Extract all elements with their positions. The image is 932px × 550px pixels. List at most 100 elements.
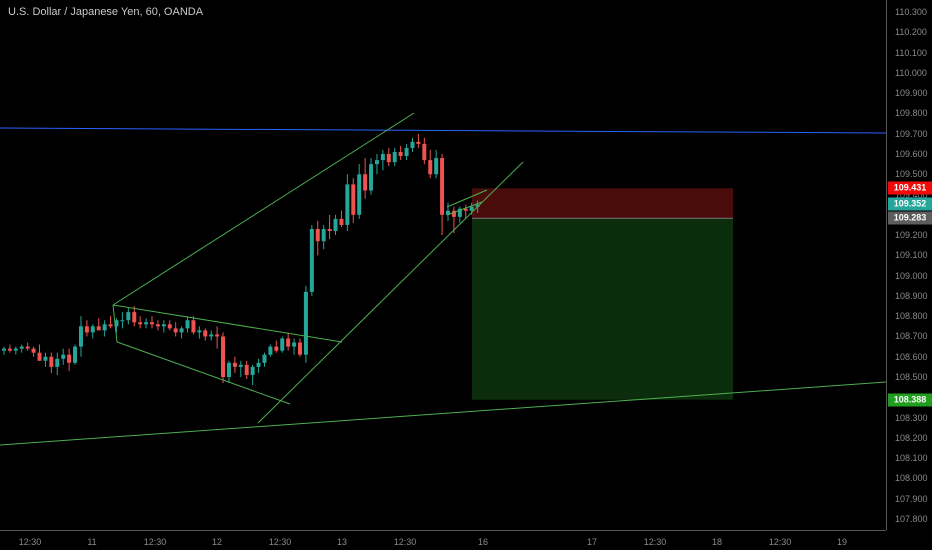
candle	[292, 338, 297, 355]
x-tick-label: 11	[87, 537, 97, 547]
candle	[155, 320, 160, 331]
time-axis[interactable]	[0, 530, 886, 531]
target-price-tag: 108.388	[888, 393, 932, 407]
candle	[120, 312, 125, 329]
candle	[2, 346, 6, 355]
candle	[114, 318, 119, 333]
candle-body	[221, 336, 226, 378]
y-tick-label: 108.900	[895, 290, 928, 301]
candle-body	[440, 158, 445, 215]
candle	[268, 344, 273, 357]
candle	[463, 204, 468, 219]
y-tick-label: 110.100	[895, 47, 927, 58]
y-tick-label: 108.600	[895, 351, 928, 362]
candle-body	[268, 346, 273, 355]
x-tick-label: 12:30	[18, 537, 42, 547]
candle-body	[339, 218, 344, 225]
candle-body	[238, 364, 243, 367]
candle	[369, 158, 374, 195]
candle	[150, 316, 154, 329]
candle	[398, 145, 403, 161]
candle-body	[392, 151, 397, 163]
flag-lower-line	[446, 201, 483, 216]
candle	[374, 154, 379, 175]
candle-body	[369, 164, 374, 191]
candle-body	[475, 204, 480, 207]
trendlines	[0, 112, 886, 446]
candle	[221, 332, 226, 384]
candle-body	[96, 326, 101, 331]
y-tick-label: 109.600	[895, 149, 928, 159]
candle	[416, 133, 421, 148]
candle	[49, 352, 54, 373]
candle-body	[31, 348, 36, 353]
candle-body	[434, 158, 439, 175]
y-tick-label: 109.500	[895, 169, 928, 180]
price-axis[interactable]	[886, 0, 932, 530]
candle-body	[286, 338, 291, 347]
candle	[380, 149, 385, 171]
candle-body	[185, 320, 190, 329]
x-tick-label: 18	[711, 537, 723, 547]
y-tick-label: 107.900	[895, 493, 928, 504]
candle-body	[161, 324, 166, 327]
flag-upper-line	[446, 189, 488, 208]
candle	[13, 346, 18, 355]
wedge-left-edge	[112, 304, 118, 343]
candle-body	[410, 141, 415, 148]
candle-body	[55, 358, 60, 367]
candle	[167, 320, 172, 331]
candle	[161, 320, 166, 333]
candle	[422, 137, 427, 165]
y-tick-label: 109.700	[895, 128, 928, 139]
candle-body	[451, 210, 456, 217]
y-tick-label: 109.200	[895, 230, 928, 241]
candle	[309, 224, 314, 296]
y-tick-label: 108.000	[895, 473, 928, 484]
candle-body	[244, 364, 249, 375]
candle	[173, 322, 178, 337]
candle-body	[167, 324, 172, 329]
candle-body	[173, 328, 178, 333]
candle	[73, 344, 78, 365]
x-tick-label: 12:30	[393, 537, 417, 547]
candle	[428, 149, 433, 179]
candle	[67, 348, 72, 371]
price-chart[interactable]	[0, 0, 886, 530]
candle-body	[25, 346, 30, 349]
candle	[457, 206, 462, 223]
candle	[43, 352, 48, 367]
candle-body	[13, 348, 18, 351]
candle-body	[126, 312, 131, 321]
candle	[440, 154, 445, 236]
y-tick-label: 108.200	[895, 432, 928, 443]
candle-body	[73, 346, 78, 363]
candle-body	[428, 160, 433, 175]
x-tick-label: 12:30	[768, 537, 792, 547]
candle	[203, 328, 208, 341]
candle	[351, 178, 356, 223]
y-tick-label: 110.000	[895, 67, 927, 78]
candle-body	[150, 322, 154, 325]
candle-body	[274, 346, 279, 351]
candlestick-series	[2, 133, 480, 386]
candle	[386, 147, 391, 167]
candle	[102, 320, 107, 337]
candle-body	[67, 354, 72, 363]
candle-body	[256, 362, 261, 367]
y-tick-label: 108.700	[895, 331, 928, 342]
candle-body	[327, 229, 332, 232]
candle	[90, 324, 95, 339]
candle-body	[43, 356, 48, 361]
entry-price-tag: 109.283	[888, 211, 932, 225]
candle-body	[315, 229, 320, 242]
y-tick-label: 109.800	[895, 108, 928, 119]
x-tick-label: 13	[336, 537, 348, 547]
candle	[191, 316, 196, 335]
current-price-tag: 109.352	[888, 197, 932, 211]
y-tick-label: 108.800	[895, 311, 928, 322]
candle	[7, 344, 12, 353]
candle-body	[386, 154, 391, 163]
candle-body	[374, 160, 379, 165]
candle-body	[226, 362, 231, 378]
